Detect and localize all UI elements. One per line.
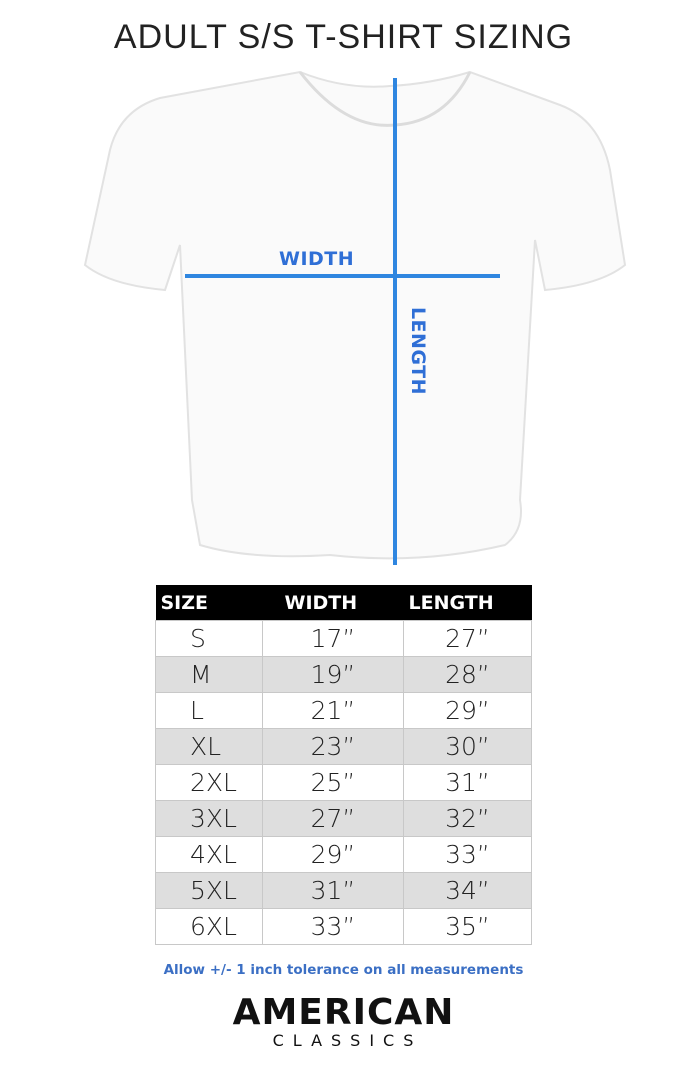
- size-cell: 6XL: [155, 908, 263, 945]
- size-table-body: S 17” 27” M 19” 28” L 21” 29” XL 23” 30” 2XL 25” 31” 3X…: [155, 620, 532, 945]
- width-label: WIDTH: [279, 248, 355, 270]
- length-label: LENGTH: [407, 306, 429, 396]
- width-cell: 17”: [262, 620, 404, 657]
- table-row: M 19” 28”: [155, 656, 532, 693]
- length-cell: 35”: [403, 908, 532, 945]
- width-cell: 25”: [262, 764, 404, 801]
- width-cell: 31”: [262, 872, 404, 909]
- table-row: 6XL 33” 35”: [155, 908, 532, 945]
- tshirt-shape: [83, 70, 627, 560]
- table-row: L 21” 29”: [155, 692, 532, 729]
- length-cell: 33”: [403, 836, 532, 873]
- length-cell: 31”: [403, 764, 532, 801]
- size-table: SIZE WIDTH LENGTH S 17” 27” M 19” 28” L 21” 29” X…: [155, 585, 532, 945]
- size-cell: S: [155, 620, 263, 657]
- width-cell: 33”: [262, 908, 404, 945]
- size-cell: L: [155, 692, 263, 729]
- header-length: LENGTH: [403, 585, 532, 621]
- width-cell: 23”: [262, 728, 404, 765]
- logo-classics: CLASSICS: [272, 1031, 423, 1050]
- length-cell: 29”: [403, 692, 532, 729]
- width-cell: 27”: [262, 800, 404, 837]
- size-cell: XL: [155, 728, 263, 765]
- size-cell: 5XL: [155, 872, 263, 909]
- tshirt-diagram: [83, 70, 627, 565]
- table-row: 5XL 31” 34”: [155, 872, 532, 909]
- width-cell: 29”: [262, 836, 404, 873]
- length-cell: 27”: [403, 620, 532, 657]
- size-cell: M: [155, 656, 263, 693]
- table-row: 4XL 29” 33”: [155, 836, 532, 873]
- logo-american: AMERICAN: [232, 992, 455, 1033]
- table-header: SIZE WIDTH LENGTH: [155, 585, 532, 621]
- page-title: ADULT S/S T-SHIRT SIZING: [113, 18, 574, 56]
- table-row: 2XL 25” 31”: [155, 764, 532, 801]
- length-cell: 34”: [403, 872, 532, 909]
- length-cell: 28”: [403, 656, 532, 693]
- table-row: XL 23” 30”: [155, 728, 532, 765]
- width-cell: 21”: [262, 692, 404, 729]
- header-width: WIDTH: [262, 585, 404, 621]
- size-cell: 4XL: [155, 836, 263, 873]
- size-cell: 2XL: [155, 764, 263, 801]
- table-row: S 17” 27”: [155, 620, 532, 657]
- tolerance-note: Allow +/- 1 inch tolerance on all measur…: [163, 962, 524, 978]
- size-cell: 3XL: [155, 800, 263, 837]
- length-cell: 30”: [403, 728, 532, 765]
- width-cell: 19”: [262, 656, 404, 693]
- header-size: SIZE: [155, 585, 263, 621]
- length-cell: 32”: [403, 800, 532, 837]
- table-row: 3XL 27” 32”: [155, 800, 532, 837]
